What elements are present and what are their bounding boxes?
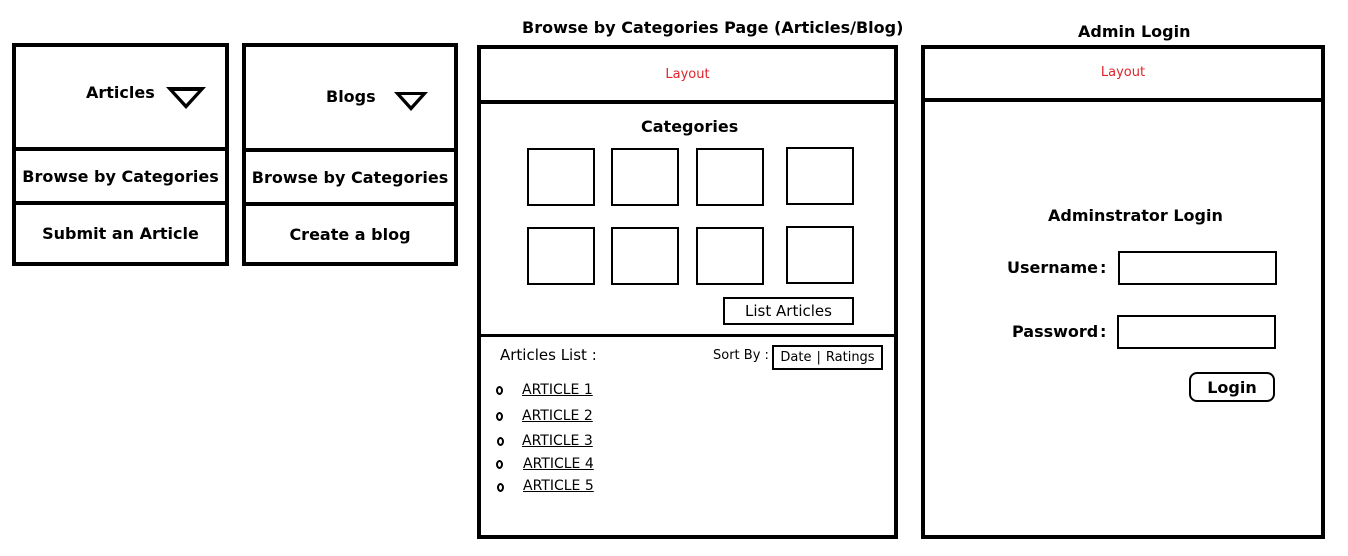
divider: [477, 100, 898, 104]
admin-page-caption: Admin Login: [1078, 22, 1191, 41]
password-field[interactable]: [1117, 315, 1276, 349]
username-label: Username: [1007, 258, 1098, 277]
bullet-icon: [496, 460, 503, 469]
bullet-icon: [497, 483, 504, 492]
create-blog-item[interactable]: Create a blog: [289, 224, 411, 244]
submit-article-item[interactable]: Submit an Article: [42, 224, 199, 243]
articles-menu: [12, 43, 229, 266]
admin-page-frame: [921, 45, 1325, 539]
sort-by-label: Sort By :: [713, 348, 769, 363]
category-tile[interactable]: [696, 227, 764, 285]
admin-form-title: Adminstrator Login: [1048, 206, 1223, 225]
divider: [477, 334, 898, 337]
sort-date-option[interactable]: Date: [780, 350, 812, 365]
list-articles-button[interactable]: List Articles: [723, 297, 854, 325]
browse-page-frame: [477, 45, 898, 539]
blogs-menu: [242, 43, 458, 266]
category-tile[interactable]: [696, 148, 764, 206]
divider: [12, 201, 229, 205]
article-link[interactable]: ARTICLE 3: [522, 433, 593, 449]
username-colon: :: [1100, 258, 1107, 277]
sort-separator: |: [816, 350, 821, 365]
blogs-menu-title[interactable]: Blogs: [326, 87, 376, 106]
category-tile[interactable]: [786, 226, 854, 284]
password-colon: :: [1100, 322, 1107, 341]
divider: [242, 148, 458, 152]
articles-list-label: Articles List :: [500, 346, 597, 364]
sort-options: Date | Ratings: [772, 345, 883, 370]
bullet-icon: [497, 437, 504, 446]
article-link[interactable]: ARTICLE 1: [522, 382, 593, 398]
category-tile[interactable]: [611, 227, 679, 285]
articles-menu-title[interactable]: Articles: [86, 83, 155, 102]
login-button[interactable]: Login: [1189, 372, 1275, 402]
articles-browse-by-categories-item[interactable]: Browse by Categories: [22, 166, 219, 186]
password-label: Password: [1012, 322, 1099, 341]
article-link[interactable]: ARTICLE 2: [522, 408, 593, 424]
browse-page-caption: Browse by Categories Page (Articles/Blog…: [522, 18, 904, 37]
blogs-browse-by-categories-item[interactable]: Browse by Categories: [251, 167, 449, 187]
sort-ratings-option[interactable]: Ratings: [825, 350, 875, 365]
divider: [242, 202, 458, 206]
bullet-icon: [496, 386, 503, 395]
divider: [12, 147, 229, 151]
divider: [921, 98, 1325, 102]
article-link[interactable]: ARTICLE 5: [523, 478, 594, 494]
layout-placeholder: Layout: [1100, 65, 1146, 80]
bullet-icon: [496, 412, 503, 421]
category-tile[interactable]: [611, 148, 679, 206]
article-link[interactable]: ARTICLE 4: [523, 456, 594, 472]
category-tile[interactable]: [527, 148, 595, 206]
username-field[interactable]: [1118, 251, 1277, 285]
category-tile[interactable]: [786, 147, 854, 205]
categories-title: Categories: [641, 117, 739, 136]
layout-placeholder: Layout: [665, 66, 710, 82]
category-tile[interactable]: [527, 227, 595, 285]
